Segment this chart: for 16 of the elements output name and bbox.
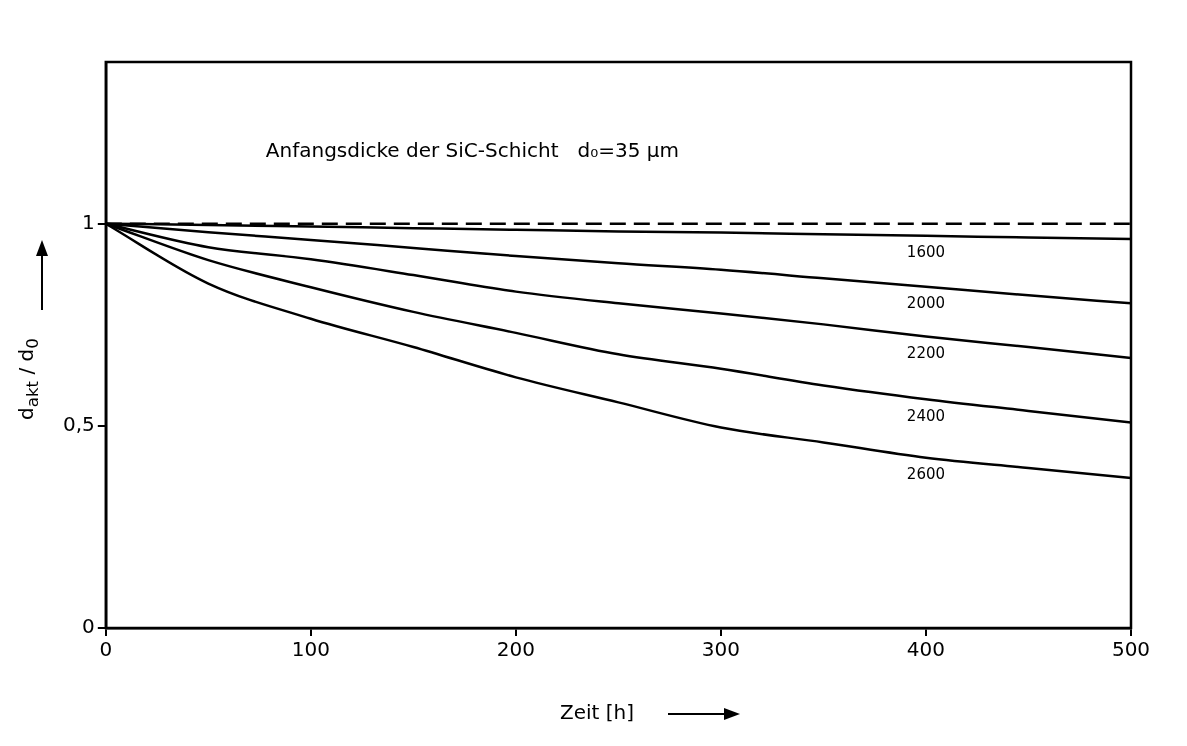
y-tick-label: 0 xyxy=(82,614,95,639)
y-tick-label: 0,5 xyxy=(62,412,95,437)
annotation: Anfangsdicke der SiC-Schicht d₀=35 µm xyxy=(265,138,680,162)
x-tick-label: 200 xyxy=(496,637,535,662)
series-label: 2200 xyxy=(906,343,946,362)
x-axis-title: Zeit [h] xyxy=(560,700,635,724)
series-label: 1600 xyxy=(906,243,946,262)
x-tick-label: 300 xyxy=(701,637,741,662)
series-label: 2600 xyxy=(906,465,946,484)
x-tick-label: 500 xyxy=(1111,637,1151,662)
x-tick-label: 400 xyxy=(906,637,946,662)
series-label: 2000 xyxy=(906,294,946,313)
x-tick-label: 100 xyxy=(291,637,330,662)
series-label: 2400 xyxy=(906,406,946,425)
y-tick-label: 1 xyxy=(82,209,95,234)
x-tick-label: 0 xyxy=(99,637,113,662)
